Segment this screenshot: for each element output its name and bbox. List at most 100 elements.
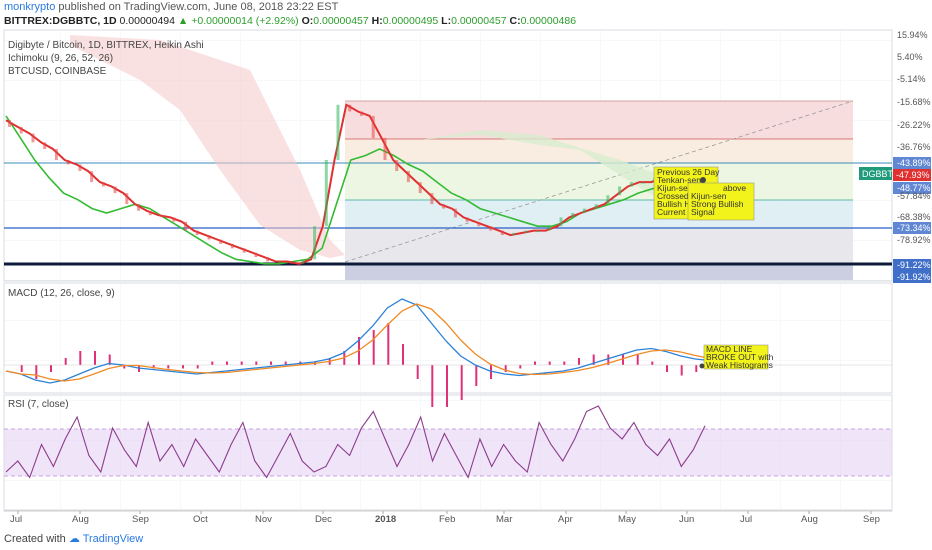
- x-tick-label: Sep: [863, 514, 880, 525]
- y-tick-highlight: [893, 157, 931, 169]
- y-tick-label: -15.68%: [897, 97, 931, 107]
- y-tick-label: -36.76%: [897, 142, 931, 152]
- macd-histogram-bar: [255, 361, 258, 365]
- candle: [594, 204, 598, 209]
- y-tick-label: 5.40%: [897, 52, 923, 62]
- footer: Created with ☁ TradingView: [4, 532, 143, 545]
- annotation-text-2: Tenkan-sen: [657, 175, 701, 185]
- macd-histogram-bar: [519, 365, 522, 369]
- y-tick-label: -48.77%: [897, 183, 931, 193]
- macd-histogram-bar: [636, 354, 639, 365]
- symbol-tag: DGBBTC: [859, 167, 900, 180]
- macd-histogram-bar: [167, 365, 170, 369]
- footer-created-with: Created with: [4, 533, 66, 545]
- x-axis[interactable]: Jul Aug Sep Oct Nov Dec 2018 Feb Mar Apr May Jun Jul…: [10, 511, 880, 525]
- price-y-axis[interactable]: 15.94% 5.40% -5.14% -15.68% -26.22% -36.76% -4…: [893, 30, 931, 283]
- fib-zone-blue: [345, 228, 853, 263]
- candle: [465, 217, 469, 222]
- candle: [418, 182, 422, 194]
- candle: [90, 171, 94, 183]
- x-tick-label: Aug: [72, 514, 89, 525]
- signal-line: [5, 303, 711, 382]
- fib-retracement[interactable]: [344, 100, 854, 280]
- candle: [606, 195, 610, 205]
- ticker-high: 0.00000495: [382, 15, 439, 27]
- y-tick-label: -57.84%: [897, 191, 931, 201]
- btcusd-line: [5, 103, 711, 265]
- macd-histogram-bar: [94, 351, 96, 365]
- annotation-pin-macd[interactable]: [699, 363, 705, 369]
- macd-histogram-bar: [387, 323, 390, 365]
- y-tick-label: -78.92%: [897, 235, 931, 245]
- x-tick-label: Sep: [132, 514, 149, 525]
- macd-histogram-bar: [211, 361, 214, 365]
- ticker-low: 0.00000457: [451, 15, 507, 27]
- macd-histogram-bar: [284, 361, 287, 365]
- footer-brand[interactable]: TradingView: [82, 533, 144, 545]
- annotation-current-price[interactable]: above Kijun-sen Strong Bullish Signal: [687, 182, 755, 221]
- y-tick-highlight: [893, 259, 931, 271]
- fib-zone-bottom: [345, 263, 853, 280]
- x-tick-label: Nov: [255, 514, 272, 525]
- annotation-pin-1[interactable]: [700, 177, 706, 183]
- ticker-bar: BITTREX:DGBBTC, 1D 0.00000494 ▲ +0.00000…: [4, 15, 576, 27]
- macd-histogram-bar: [226, 361, 228, 365]
- y-tick-label: -73.34%: [897, 223, 931, 233]
- macd-histogram-bar: [431, 365, 434, 407]
- candle: [266, 257, 270, 262]
- x-tick-label: Dec: [315, 514, 332, 525]
- macd-histogram-bar: [79, 351, 82, 365]
- candle: [629, 182, 633, 187]
- macd-histogram-bar: [372, 330, 375, 365]
- legend-macd[interactable]: MACD (12, 26, close, 9): [8, 288, 115, 299]
- ticker-low-label: L:: [441, 15, 452, 27]
- rsi-band: [4, 429, 892, 476]
- annotation-text-3: Kijun-sen: [657, 183, 693, 193]
- macd-histogram-bar: [607, 354, 610, 365]
- candle: [536, 230, 539, 233]
- candle: [19, 126, 23, 134]
- macd-histogram-bar: [592, 354, 595, 365]
- candle: [160, 215, 164, 218]
- ticker-high-label: H:: [371, 15, 383, 27]
- annotation-macd-3: Weak Histograms: [706, 360, 773, 370]
- legend-rsi[interactable]: RSI (7, close): [8, 399, 69, 410]
- annotation-text-9: Signal: [691, 207, 715, 217]
- annotation-macd[interactable]: MACD LINE BROKE OUT with Weak Histograms: [703, 344, 774, 370]
- author-link[interactable]: monkrypto: [4, 1, 56, 13]
- annotation-text-1: Previous 26 Day: [657, 167, 720, 177]
- legend-main-title[interactable]: Digibyte / Bitcoin, 1D, BITTREX, Heikin …: [8, 40, 204, 51]
- candle: [66, 160, 70, 165]
- x-tick-label: Apr: [558, 514, 573, 525]
- candle: [453, 208, 457, 218]
- candle: [383, 137, 387, 160]
- ticker-close: 0.00000486: [520, 15, 577, 27]
- candle: [8, 120, 11, 127]
- annotation-text-6: above: [723, 183, 746, 193]
- candle: [360, 111, 363, 116]
- legend-btcusd[interactable]: BTCUSD, COINBASE: [8, 66, 107, 77]
- x-tick-label: May: [618, 514, 636, 525]
- candle: [148, 210, 152, 216]
- macd-histogram-bar: [563, 361, 566, 365]
- current-value-tag-text: -47.93%: [896, 170, 930, 180]
- fib-zone-red: [345, 101, 853, 139]
- candle: [219, 239, 223, 244]
- annotation-text-5: Bullish Here: [657, 199, 703, 209]
- ticker-symbol[interactable]: BITTREX:DGBBTC, 1D: [4, 15, 117, 27]
- macd-histogram-bar: [270, 361, 272, 365]
- legend-ichimoku[interactable]: Ichimoku (9, 26, 52, 26): [8, 53, 114, 64]
- current-value-tag-box: [893, 169, 931, 181]
- candle: [430, 193, 434, 205]
- candle: [101, 182, 105, 187]
- annotation-tenkan-kijun[interactable]: Previous 26 Day Tenkan-sen Kijun-sen Cro…: [653, 166, 720, 220]
- candle: [54, 149, 58, 160]
- annotation-macd-1: MACD LINE: [706, 344, 753, 354]
- ticker-open-label: O:: [301, 15, 314, 27]
- candle: [406, 171, 410, 183]
- candle: [301, 259, 305, 264]
- fib-zone-teal: [345, 200, 853, 228]
- macd-histogram-bar: [475, 365, 478, 386]
- candle: [395, 160, 399, 171]
